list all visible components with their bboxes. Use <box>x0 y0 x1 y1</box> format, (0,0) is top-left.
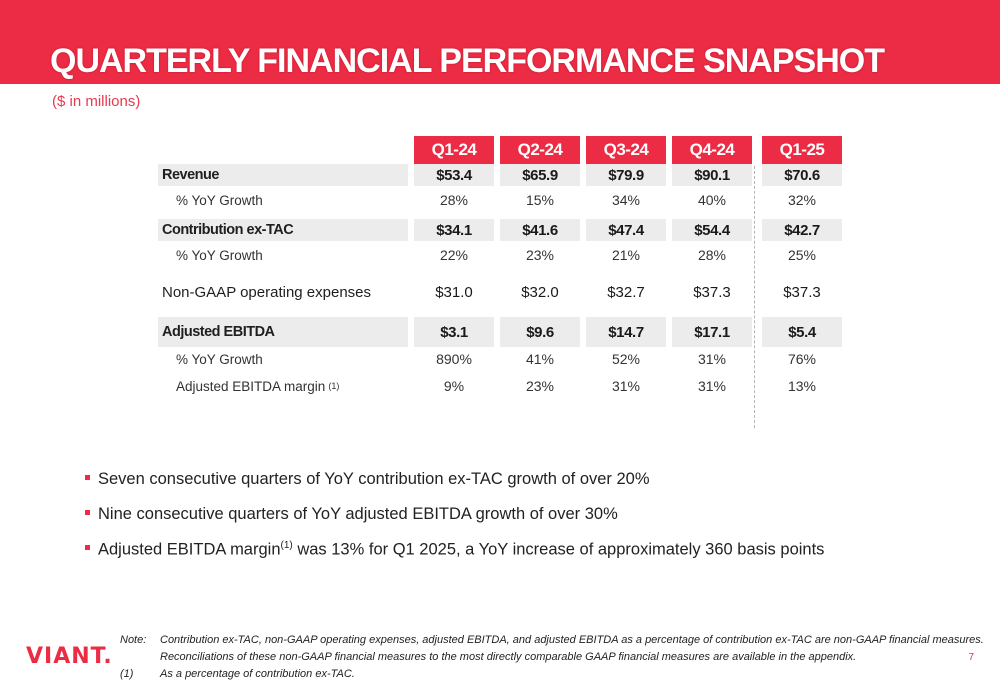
footnote-marker: (1) <box>328 381 340 391</box>
company-logo: VIANT. <box>26 644 113 669</box>
column-divider <box>754 166 755 428</box>
bullet-text: Nine consecutive quarters of YoY adjuste… <box>98 505 618 523</box>
column-header: Q4-24 <box>672 136 752 164</box>
row-label-text: Adjusted EBITDA margin <box>176 378 326 394</box>
page-number: 7 <box>968 652 974 663</box>
table-cell: $34.1 <box>436 221 472 239</box>
table-cell: $14.7 <box>608 323 644 341</box>
table-cell: 28% <box>697 247 727 263</box>
table-cell: 890% <box>436 351 472 367</box>
highlights-list: Seven consecutive quarters of YoY contri… <box>85 470 824 576</box>
table-cell: $37.3 <box>783 283 821 301</box>
bullet-icon <box>85 475 90 480</box>
table-cell: $79.9 <box>608 166 644 184</box>
table-cell: 76% <box>787 351 817 367</box>
table-cell: $17.1 <box>694 323 730 341</box>
row-label: % YoY Growth <box>176 247 263 263</box>
bullet-text-start: Adjusted EBITDA margin <box>98 540 281 559</box>
list-item: Adjusted EBITDA margin(1) was 13% for Q1… <box>85 540 824 560</box>
table-cell: 13% <box>787 378 817 394</box>
row-label: % YoY Growth <box>176 192 263 208</box>
table-cell: 41% <box>525 351 555 367</box>
table-cell: $47.4 <box>608 221 644 239</box>
row-label: Revenue <box>162 167 219 183</box>
table-cell: 15% <box>525 192 555 208</box>
table-cell: 31% <box>697 351 727 367</box>
table-cell: $31.0 <box>435 283 473 301</box>
column-header: Q1-25 <box>762 136 842 164</box>
table-cell: 31% <box>611 378 641 394</box>
table-cell: $9.6 <box>526 323 554 341</box>
title-banner <box>0 0 1000 84</box>
table-row: % YoY Growth 890% 41% 52% 31% 76% <box>158 347 842 371</box>
table-cell: $53.4 <box>436 166 472 184</box>
note-line: Reconciliations of these non-GAAP financ… <box>160 651 857 663</box>
row-label: Adjusted EBITDA margin (1) <box>176 373 339 399</box>
table-cell: $41.6 <box>522 221 558 239</box>
table-cell: 40% <box>697 192 727 208</box>
table-row: % YoY Growth 28% 15% 34% 40% 32% <box>158 188 842 212</box>
table-cell: $90.1 <box>694 166 730 184</box>
row-label: Contribution ex-TAC <box>162 222 294 238</box>
table-cell: 32% <box>787 192 817 208</box>
table-row: Adjusted EBITDA margin (1) 9% 23% 31% 31%… <box>158 373 842 399</box>
page-title: QUARTERLY FINANCIAL PERFORMANCE SNAPSHOT <box>50 42 885 80</box>
table-cell: 23% <box>525 247 555 263</box>
bullet-icon <box>85 545 90 551</box>
table-cell: $37.3 <box>693 283 731 301</box>
table-cell: 25% <box>787 247 817 263</box>
column-header: Q3-24 <box>586 136 666 164</box>
table-cell: 23% <box>525 378 555 394</box>
column-header: Q1-24 <box>414 136 494 164</box>
bullet-text-end: was 13% for Q1 2025, a YoY increase of a… <box>292 540 825 559</box>
table-row: Non-GAAP operating expenses $31.0 $32.0 … <box>158 279 842 305</box>
table-cell: $32.0 <box>521 283 559 301</box>
table-cell: $54.4 <box>694 221 730 239</box>
table-cell: 9% <box>443 378 465 394</box>
table-row: Revenue $53.4 $65.9 $79.9 $90.1 $70.6 <box>158 164 842 186</box>
bullet-icon <box>85 510 90 515</box>
table-row: Adjusted EBITDA $3.1 $9.6 $14.7 $17.1 $5… <box>158 317 842 347</box>
bullet-text: Adjusted EBITDA margin(1) was 13% for Q1… <box>98 540 824 560</box>
note-label: Note: <box>120 634 147 646</box>
table-cell: 22% <box>439 247 469 263</box>
table-cell: $3.1 <box>440 323 468 341</box>
table-cell: 31% <box>697 378 727 394</box>
footnote-label: (1) <box>120 668 134 680</box>
row-label: % YoY Growth <box>176 351 263 367</box>
table-cell: $5.4 <box>788 323 816 341</box>
bullet-text: Seven consecutive quarters of YoY contri… <box>98 470 650 488</box>
column-header: Q2-24 <box>500 136 580 164</box>
footnote-text: As a percentage of contribution ex-TAC. <box>160 668 355 680</box>
table-row: Contribution ex-TAC $34.1 $41.6 $47.4 $5… <box>158 219 842 241</box>
table-cell: $65.9 <box>522 166 558 184</box>
table-cell: $42.7 <box>784 221 820 239</box>
table-cell: $32.7 <box>607 283 645 301</box>
note-line: Contribution ex-TAC, non-GAAP operating … <box>160 634 984 646</box>
table-cell: 28% <box>439 192 469 208</box>
row-label: Adjusted EBITDA <box>162 324 275 340</box>
list-item: Nine consecutive quarters of YoY adjuste… <box>85 505 824 524</box>
table-cell: 52% <box>611 351 641 367</box>
units-subtitle: ($ in millions) <box>52 93 141 110</box>
list-item: Seven consecutive quarters of YoY contri… <box>85 470 824 489</box>
table-row: % YoY Growth 22% 23% 21% 28% 25% <box>158 243 842 267</box>
table-cell: $70.6 <box>784 166 820 184</box>
table-cell: 34% <box>611 192 641 208</box>
table-cell: 21% <box>611 247 641 263</box>
footnote-marker: (1) <box>280 540 293 551</box>
row-label: Non-GAAP operating expenses <box>162 283 372 301</box>
